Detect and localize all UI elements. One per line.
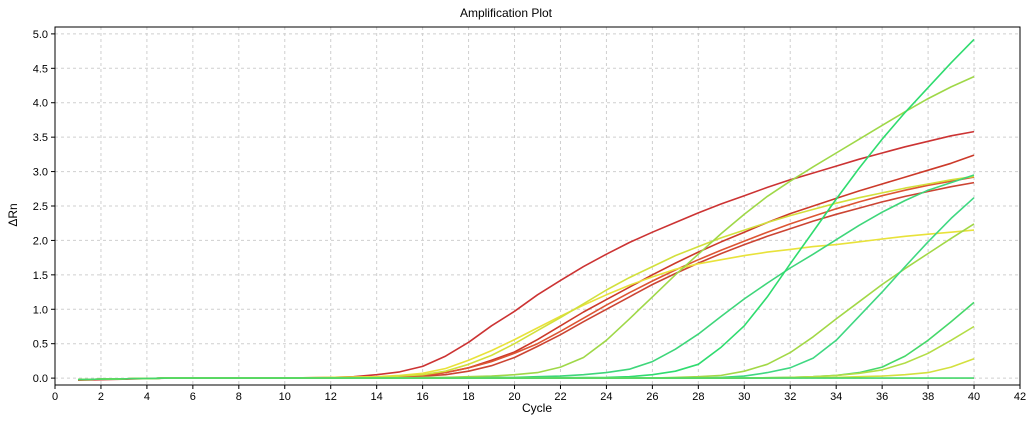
x-tick-label: 40 [968, 391, 980, 403]
x-tick-label: 38 [922, 391, 934, 403]
tick-labels: 0 2 4 6 8 10 12 14 16 18 20 22 24 26 28 30 32 34 36 38 40 420… [33, 29, 1026, 403]
x-tick-label: 18 [462, 391, 474, 403]
series-lines [77, 38, 975, 381]
x-tick-label: 2 [98, 391, 104, 403]
x-tick-label: 28 [692, 391, 704, 403]
chart-title: Amplification Plot [460, 6, 553, 20]
y-tick-label: 1.5 [33, 270, 48, 282]
y-tick-label: 3.0 [33, 167, 48, 179]
y-tick-label: 4.5 [33, 63, 48, 75]
y-tick-label: 2.0 [33, 235, 48, 247]
grid-lines [55, 27, 1020, 385]
x-tick-label: 42 [1014, 391, 1026, 403]
x-tick-label: 30 [738, 391, 750, 403]
y-tick-label: 0.5 [33, 339, 48, 351]
y-tick-label: 2.5 [33, 201, 48, 213]
series-line-15 [77, 377, 974, 381]
x-tick-label: 34 [830, 391, 842, 403]
x-tick-label: 24 [600, 391, 612, 403]
y-axis-title: ΔRn [6, 203, 20, 226]
y-tick-label: 4.0 [33, 98, 48, 110]
x-tick-label: 10 [279, 391, 291, 403]
y-tick-label: 5.0 [33, 29, 48, 41]
y-tick-label: 3.5 [33, 132, 48, 144]
x-tick-label: 16 [416, 391, 428, 403]
x-tick-label: 26 [646, 391, 658, 403]
x-tick-label: 4 [144, 391, 150, 403]
x-tick-label: 36 [876, 391, 888, 403]
x-tick-label: 12 [325, 391, 337, 403]
x-tick-label: 22 [554, 391, 566, 403]
series-line-1 [77, 130, 975, 381]
y-tick-label: 0.0 [33, 373, 48, 385]
x-tick-label: 32 [784, 391, 796, 403]
x-tick-label: 8 [236, 391, 242, 403]
x-tick-label: 6 [190, 391, 196, 403]
x-tick-label: 14 [371, 391, 383, 403]
y-tick-label: 1.0 [33, 304, 48, 316]
x-axis-title: Cycle [522, 401, 552, 415]
x-tick-label: 20 [508, 391, 520, 403]
series-line-6 [77, 175, 975, 381]
x-tick-label: 0 [52, 391, 58, 403]
series-line-5 [77, 229, 975, 381]
